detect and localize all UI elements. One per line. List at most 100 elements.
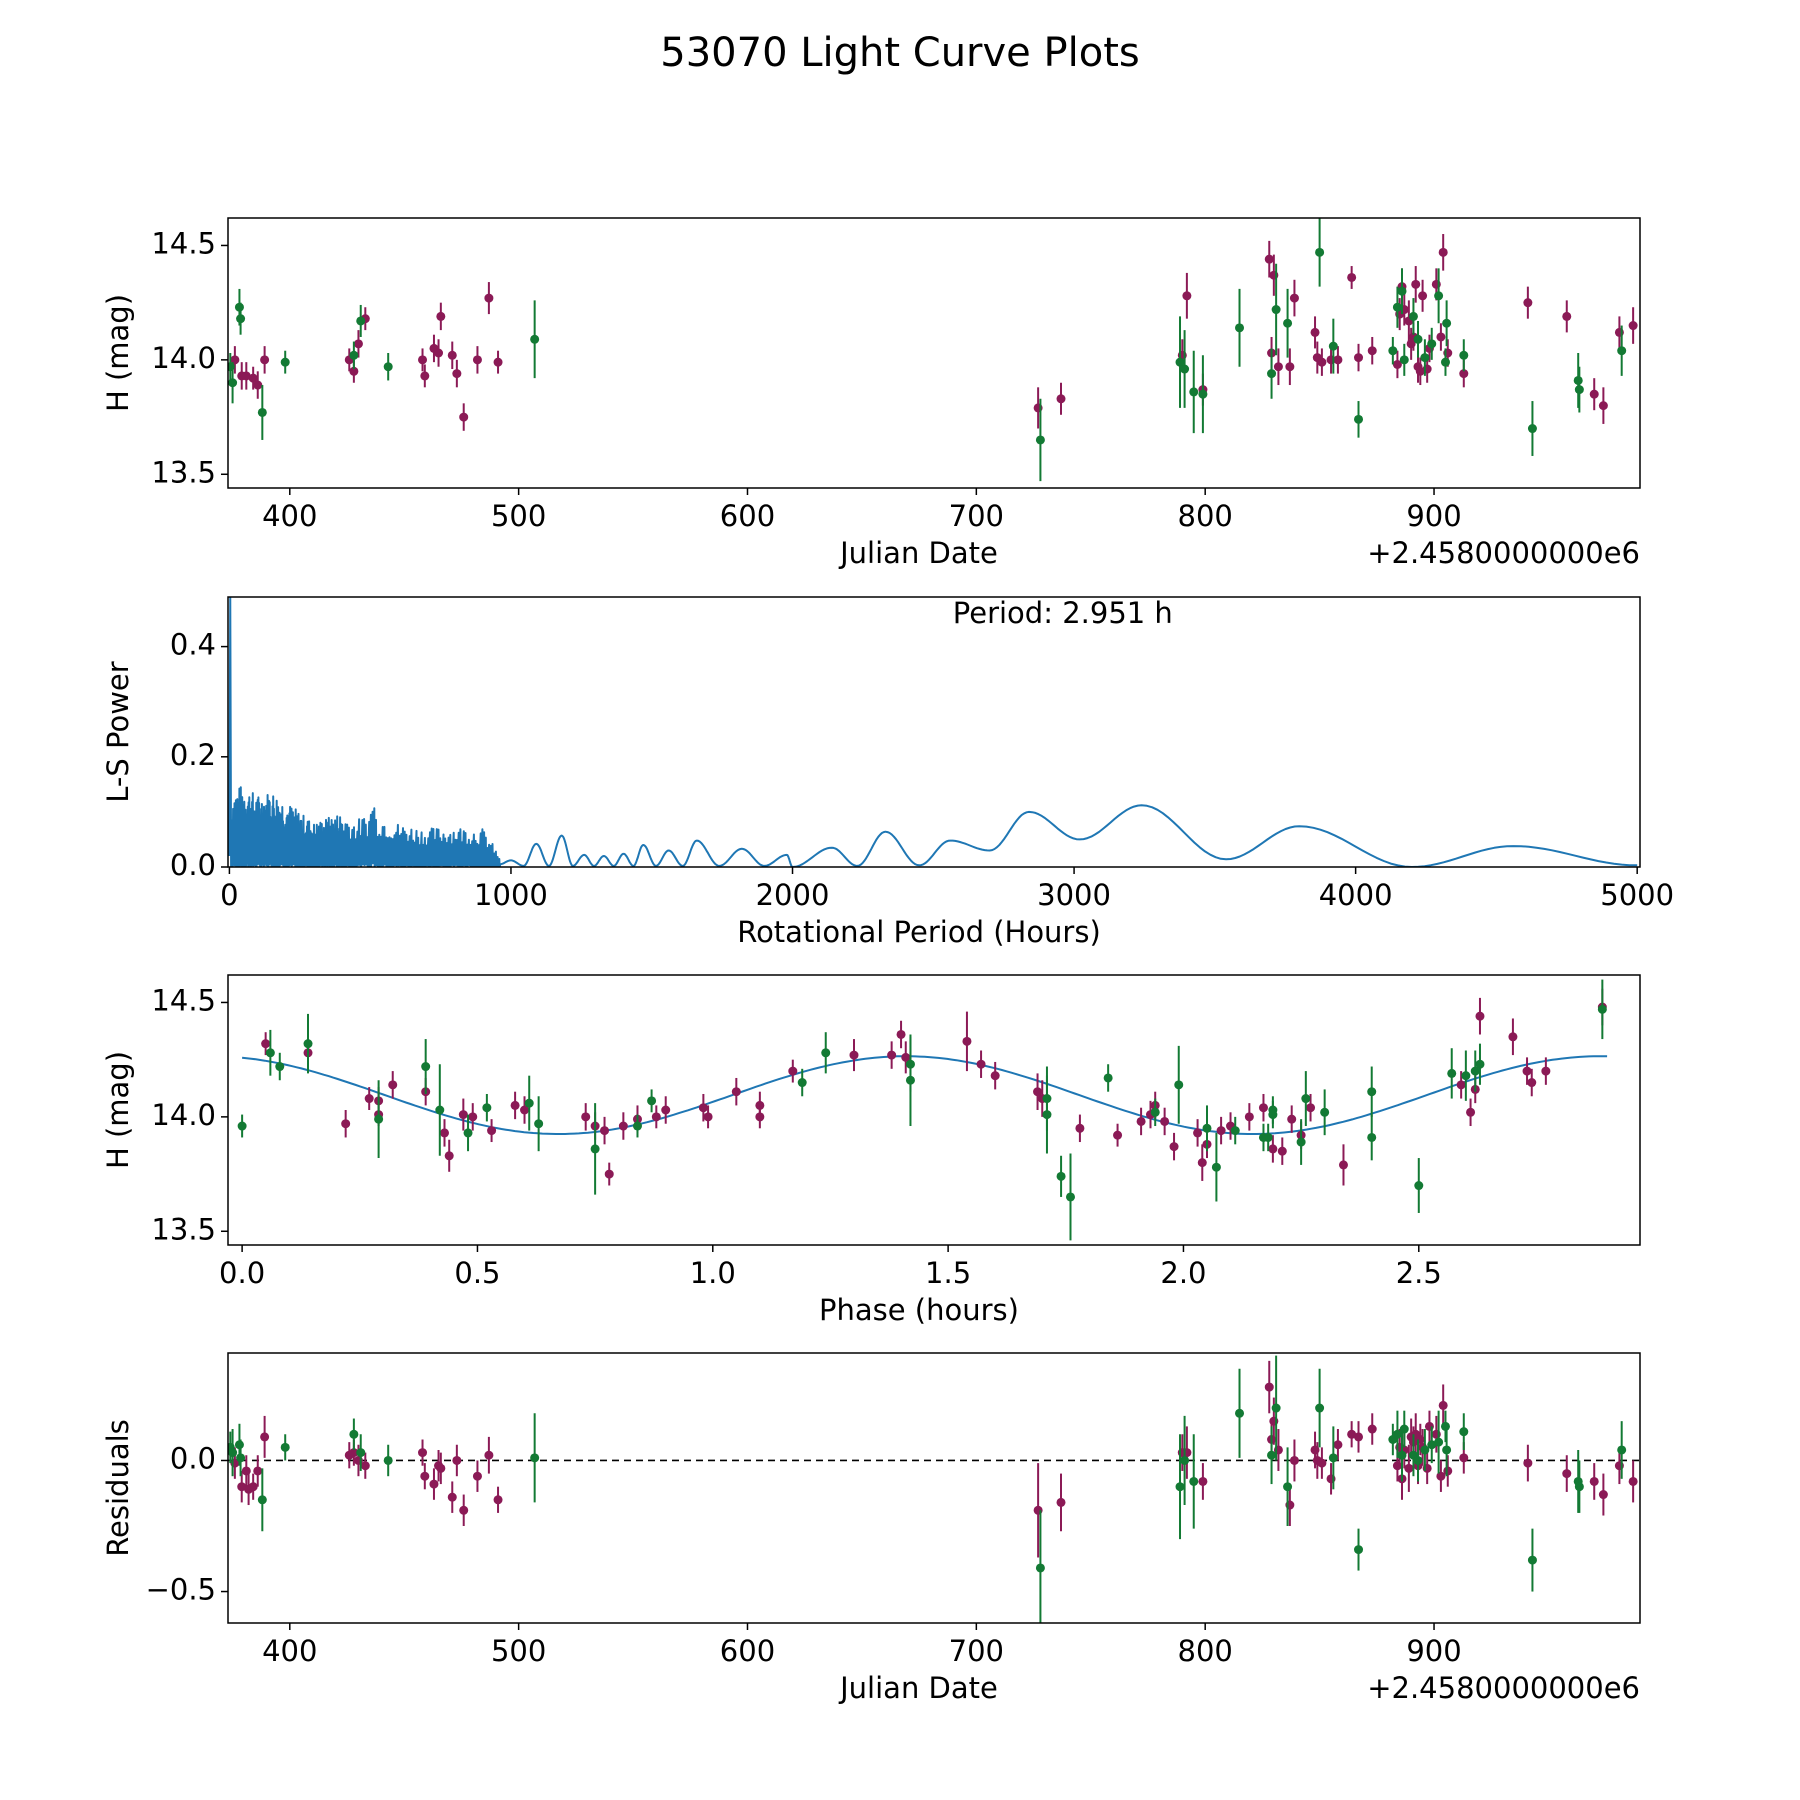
data-point (1150, 1107, 1160, 1117)
data-point (1397, 1450, 1407, 1460)
data-point (1180, 1455, 1190, 1465)
series-filter-a (230, 234, 1638, 431)
data-point (1459, 350, 1469, 360)
data-point (275, 1062, 285, 1072)
y-axis-label: H (mag) (101, 1051, 135, 1169)
data-point (468, 1112, 478, 1122)
data-point (1459, 369, 1469, 379)
data-point (459, 1505, 469, 1515)
data-point (1628, 1476, 1638, 1486)
data-point (755, 1112, 765, 1122)
data-point (647, 1096, 657, 1106)
data-point (1333, 355, 1343, 365)
data-point (1296, 1137, 1306, 1147)
data-point (1328, 1453, 1338, 1463)
periodogram-panel: 0 1000 2000 3000 4000 5000 0.0 0.2 0.4 Rotational… (101, 596, 1674, 949)
data-point (1175, 357, 1185, 367)
data-point (1315, 1403, 1325, 1413)
data-point (484, 293, 494, 303)
x-offset-label: +2.4580000000e6 (1367, 536, 1640, 570)
data-point (230, 355, 240, 365)
data-point (1287, 1114, 1297, 1124)
data-point (356, 1448, 366, 1458)
data-point (1198, 389, 1208, 399)
data-point (1264, 254, 1274, 264)
y-axis-label: H (mag) (101, 294, 135, 412)
data-point (1475, 1011, 1485, 1021)
x-tick-label: 2000 (756, 878, 830, 912)
data-point (463, 1128, 473, 1138)
data-point (1189, 1476, 1199, 1486)
periodogram-line (228, 597, 1638, 867)
data-point (1367, 1087, 1377, 1097)
y-tick-label: 0.4 (170, 628, 216, 662)
lightcurve-panel: 400 500 600 700 800 900 13.5 14.0 14.5 Julian Dat… (101, 217, 1641, 570)
data-point (1475, 1059, 1485, 1069)
data-point (436, 311, 446, 321)
data-point (444, 1151, 454, 1161)
data-point (1397, 286, 1407, 296)
data-point (1415, 366, 1425, 376)
plot-area (228, 218, 1638, 482)
plot-frame (227, 217, 1641, 489)
data-point (731, 1087, 741, 1097)
x-tick-label: 700 (949, 499, 1004, 533)
data-point (418, 1448, 428, 1458)
data-point (1354, 1545, 1364, 1555)
data-point (905, 1059, 915, 1069)
data-point (1456, 1080, 1466, 1090)
data-point (472, 1471, 482, 1481)
data-point (581, 1112, 591, 1122)
series-filter-a (230, 1360, 1638, 1558)
data-point (420, 371, 430, 381)
data-point (1466, 1107, 1476, 1117)
data-point (1301, 1094, 1311, 1104)
data-point (241, 1466, 251, 1476)
data-point (1367, 346, 1377, 356)
x-tick-label: 4000 (1319, 878, 1393, 912)
data-point (1388, 346, 1398, 356)
y-tick-label: 13.5 (151, 1212, 216, 1246)
data-point (1527, 424, 1537, 434)
data-point (1367, 1132, 1377, 1142)
series-filter-a (261, 988, 1607, 1186)
x-tick-label: 2.5 (1396, 1256, 1442, 1290)
data-point (1392, 1429, 1402, 1439)
data-point (237, 1121, 247, 1131)
data-point (1180, 364, 1190, 374)
data-point (234, 1440, 244, 1450)
data-point (1347, 1429, 1357, 1439)
plot-frame (227, 596, 1641, 868)
data-point (1328, 341, 1338, 351)
x-tick-label: 2.0 (1160, 1256, 1206, 1290)
data-point (228, 378, 238, 388)
data-point (1427, 1440, 1437, 1450)
data-point (1434, 1437, 1444, 1447)
data-point (1522, 1066, 1532, 1076)
data-point (1065, 1192, 1075, 1202)
data-point (383, 1455, 393, 1465)
data-point (600, 1126, 610, 1136)
data-point (447, 1492, 457, 1502)
data-point (260, 1432, 270, 1442)
data-point (484, 1450, 494, 1460)
x-offset-label: +2.4580000000e6 (1367, 1671, 1640, 1705)
data-point (1338, 1160, 1348, 1170)
data-point (962, 1036, 972, 1046)
data-point (1414, 1181, 1424, 1191)
data-point (618, 1121, 628, 1131)
data-point (1202, 1123, 1212, 1133)
x-tick-label: 500 (491, 499, 546, 533)
data-point (1175, 1482, 1185, 1492)
data-point (1392, 302, 1402, 312)
data-point (1562, 311, 1572, 321)
data-point (1598, 401, 1608, 411)
data-point (520, 1105, 530, 1115)
data-point (452, 1455, 462, 1465)
data-point (510, 1100, 520, 1110)
data-point (1198, 1476, 1208, 1486)
data-point (1434, 291, 1444, 301)
data-point (1197, 1158, 1207, 1168)
x-tick-label: 1.5 (925, 1256, 971, 1290)
